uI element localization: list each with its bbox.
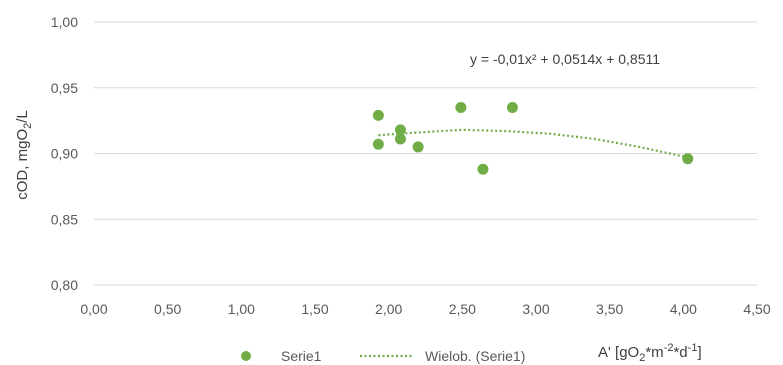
x-tick-label: 0,00	[80, 301, 107, 317]
data-point	[394, 133, 406, 145]
x-tick-label: 3,00	[522, 301, 549, 317]
data-point	[394, 124, 406, 136]
y-tick-label: 0,95	[51, 80, 78, 96]
x-axis-title: A' [gO2*m-2*d-1]	[598, 342, 702, 364]
gridlines	[94, 21, 757, 286]
x-tick-label: 2,00	[375, 301, 402, 317]
legend: Serie1 Wielob. (Serie1)	[241, 348, 525, 364]
x-tick-label: 1,00	[228, 301, 255, 317]
x-tick-labels: 0,00 0,50 1,00 1,50 2,00 2,50 3,00 3,50 4,00 4,50	[80, 301, 770, 317]
x-tick-label: 1,50	[301, 301, 328, 317]
y-tick-labels: 0,80 0,85 0,90 0,95 1,00	[51, 14, 78, 293]
y-tick-label: 0,85	[51, 211, 78, 227]
data-points	[372, 101, 694, 175]
x-tick-label: 4,50	[743, 301, 770, 317]
legend-marker-serie1	[241, 351, 251, 361]
x-tick-label: 4,00	[670, 301, 697, 317]
data-point	[372, 109, 384, 121]
trendline	[378, 128, 689, 159]
x-tick-label: 2,50	[449, 301, 476, 317]
x-tick-label: 0,50	[154, 301, 181, 317]
data-point	[372, 138, 384, 150]
legend-label-trendline: Wielob. (Serie1)	[425, 348, 525, 364]
data-point	[506, 101, 518, 113]
y-axis-title: cOD, mgO2/L	[14, 110, 34, 199]
data-point	[455, 101, 467, 113]
trendline-equation: y = -0,01x² + 0,0514x + 0,8511	[470, 51, 660, 67]
data-point	[682, 153, 694, 165]
y-tick-label: 0,80	[51, 277, 78, 293]
y-tick-label: 1,00	[51, 14, 78, 30]
data-point	[477, 163, 489, 175]
x-tick-label: 3,50	[596, 301, 623, 317]
legend-label-serie1: Serie1	[281, 348, 322, 364]
y-tick-label: 0,90	[51, 146, 78, 162]
data-point	[412, 141, 424, 153]
